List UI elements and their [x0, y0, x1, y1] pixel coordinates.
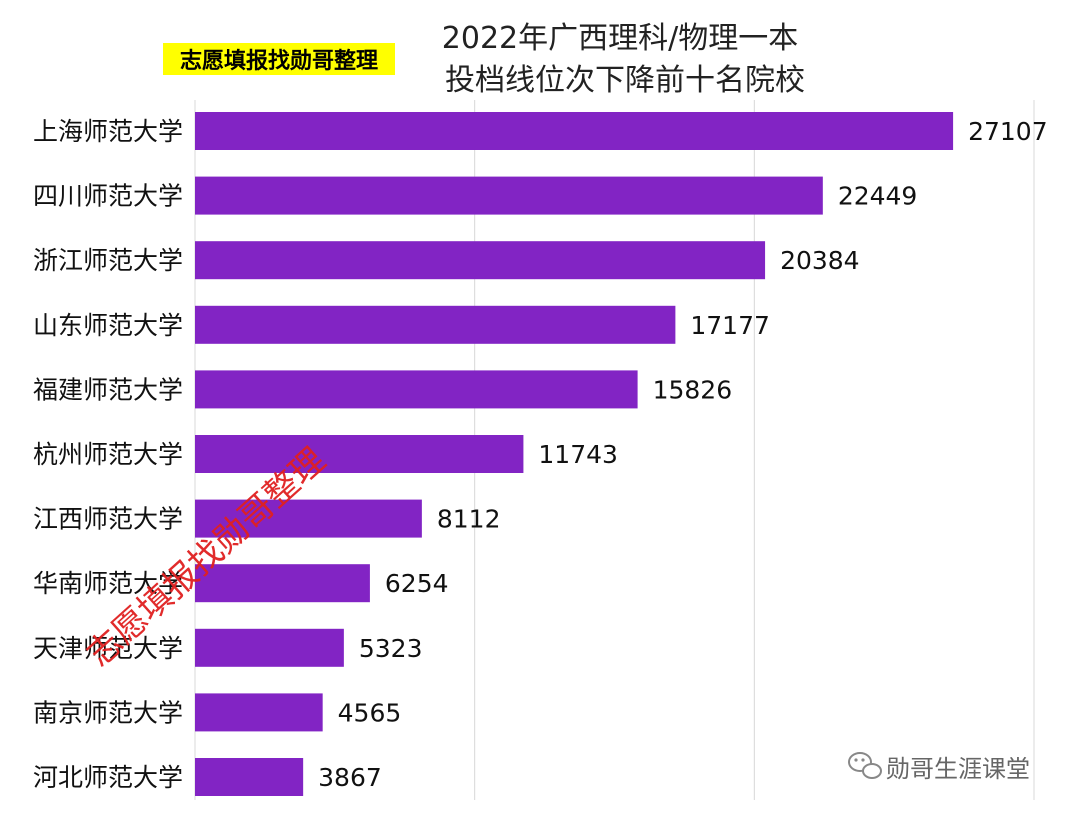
brand-label: 勋哥生涯课堂 [886, 755, 1030, 783]
value-label-4: 15826 [653, 375, 733, 404]
category-label-7: 华南师范大学 [33, 569, 183, 598]
category-label-0: 上海师范大学 [33, 117, 183, 146]
value-label-1: 22449 [838, 182, 918, 211]
category-label-3: 山东师范大学 [33, 311, 183, 340]
value-label-0: 27107 [968, 117, 1048, 146]
value-label-6: 8112 [437, 505, 501, 534]
value-label-5: 11743 [538, 440, 618, 469]
bars [195, 112, 954, 796]
bar-2 [195, 241, 766, 280]
bar-3 [195, 305, 676, 344]
category-label-8: 天津师范大学 [33, 634, 183, 663]
chart-title-line-2: 投档线位次下降前十名院校 [445, 63, 805, 98]
value-label-2: 20384 [780, 246, 860, 275]
value-labels: 27107 22449 20384 17177 15826 11743 8112 6254 53… [318, 117, 1047, 792]
wechat-icon [848, 752, 882, 779]
value-label-3: 17177 [690, 311, 770, 340]
category-label-4: 福建师范大学 [33, 375, 183, 404]
category-labels: 上海师范大学四川师范大学浙江师范大学山东师范大学福建师范大学杭州师范大学江西师范… [33, 117, 183, 792]
bar-0 [195, 112, 954, 150]
bar-9 [195, 693, 323, 732]
bar-7 [195, 564, 370, 603]
bar-1 [195, 176, 823, 215]
badge-label: 志愿填报找勋哥整理 [180, 48, 378, 74]
category-label-6: 江西师范大学 [33, 505, 183, 534]
value-label-9: 4565 [338, 698, 402, 727]
value-label-10: 3867 [318, 763, 382, 792]
bar-6 [195, 499, 422, 538]
bar-5 [195, 435, 524, 473]
bar-4 [195, 370, 638, 409]
value-label-7: 6254 [385, 569, 449, 598]
chart-title-line-1: 2022年广西理科/物理一本 [442, 21, 798, 56]
bar-10 [195, 758, 304, 796]
category-label-5: 杭州师范大学 [33, 440, 183, 469]
badge-background [163, 43, 395, 75]
category-label-1: 四川师范大学 [33, 182, 183, 211]
category-label-2: 浙江师范大学 [33, 246, 183, 275]
category-label-9: 南京师范大学 [33, 698, 183, 727]
category-label-10: 河北师范大学 [33, 763, 183, 792]
value-label-8: 5323 [359, 634, 423, 663]
bar-8 [195, 628, 344, 667]
